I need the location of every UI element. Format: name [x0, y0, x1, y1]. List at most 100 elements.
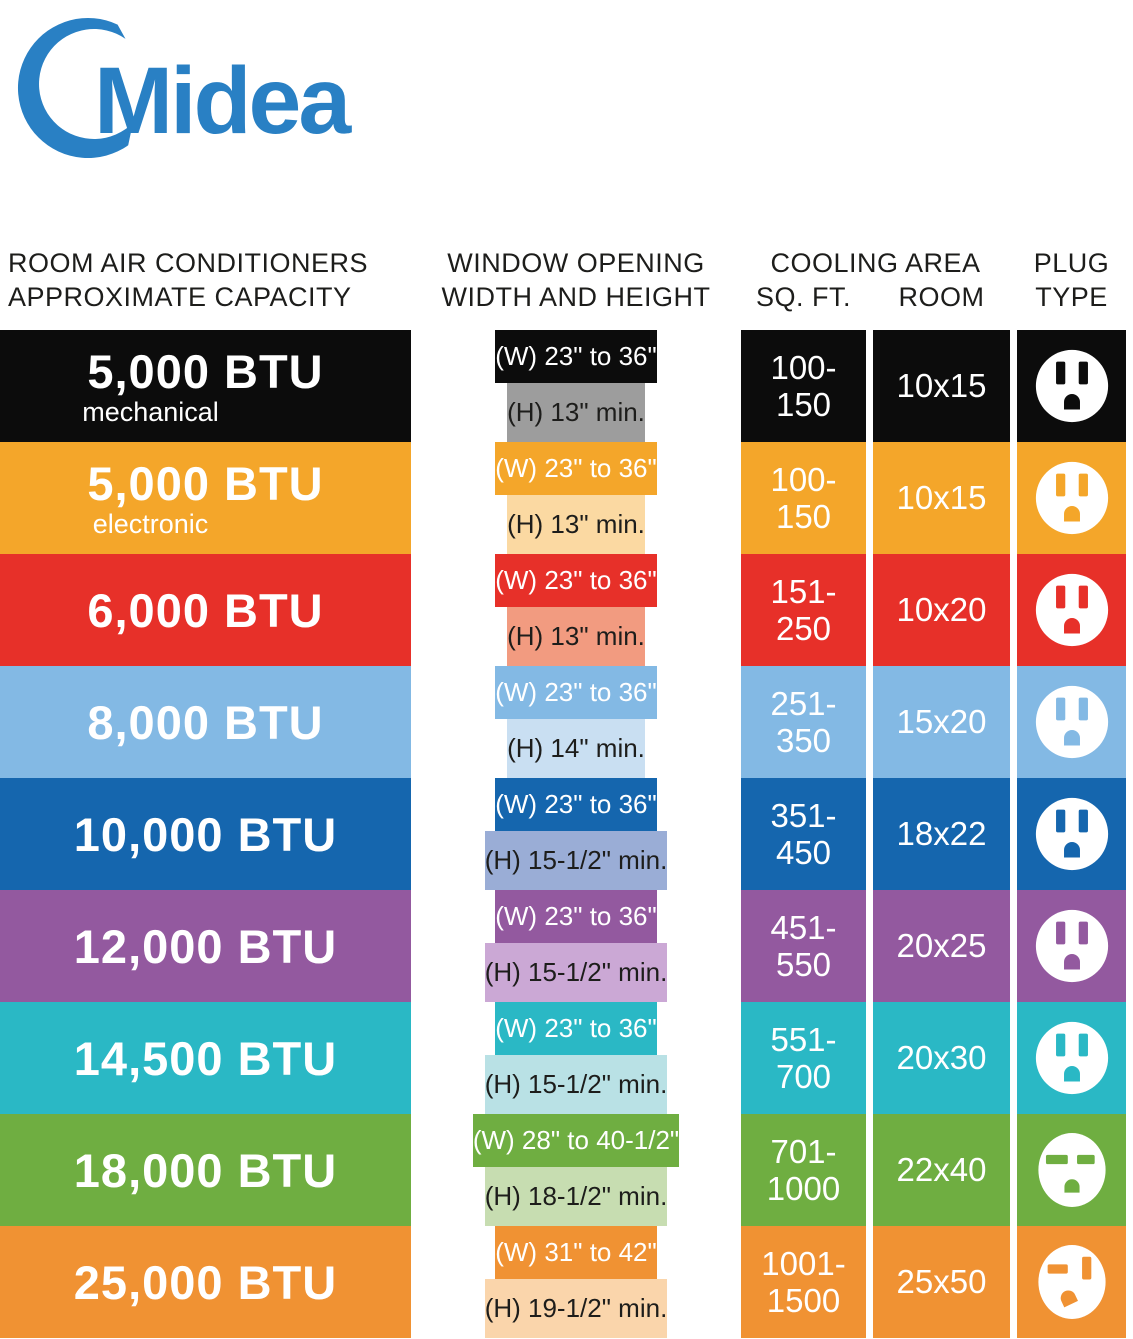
plug-cell [1017, 890, 1126, 1002]
sqft-range-from: 1001- [761, 1245, 846, 1282]
sqft-cell: 1001- 1500 [741, 1226, 866, 1338]
header-room: ROOM [898, 282, 985, 312]
window-height: (H) 15-1/2" min. [484, 1055, 668, 1114]
standard-outlet-icon [1035, 909, 1108, 983]
window-opening-cell: (W) 23" to 36" (H) 15-1/2" min. [418, 1002, 734, 1114]
window-opening-cell: (W) 23" to 36" (H) 15-1/2" min. [418, 890, 734, 1002]
btu-label: 8,000 BTU [87, 695, 324, 749]
sqft-cell: 351- 450 [741, 778, 866, 890]
btu-label: 25,000 BTU [73, 1255, 338, 1309]
window-opening-cell: (W) 23" to 36" (H) 13" min. [418, 442, 734, 554]
window-width: (W) 23" to 36" [495, 330, 657, 383]
standard-outlet-icon [1035, 573, 1108, 647]
sqft-cell: 551- 700 [741, 1002, 866, 1114]
sqft-range-from: 451- [770, 909, 837, 946]
sqft-cell: 100- 150 [741, 442, 866, 554]
room-size-cell: 20x25 [873, 890, 1010, 1002]
sqft-cell: 100- 150 [741, 330, 866, 442]
room-size-cell: 20x30 [873, 1002, 1010, 1114]
window-height: (H) 14" min. [507, 719, 645, 778]
header-plug-line1: PLUG [1033, 248, 1110, 278]
plug-cell [1017, 666, 1126, 778]
window-width: (W) 23" to 36" [495, 442, 657, 495]
window-width: (W) 23" to 36" [495, 554, 657, 607]
room-size-cell: 15x20 [873, 666, 1010, 778]
plug-cell [1017, 1226, 1126, 1338]
sqft-cell: 251- 350 [741, 666, 866, 778]
plug-cell [1017, 778, 1126, 890]
capacity-cell: 5,000 BTU mechanical [0, 330, 411, 442]
btu-label: 14,500 BTU [73, 1031, 338, 1085]
room-size-cell: 10x20 [873, 554, 1010, 666]
window-width: (W) 23" to 36" [495, 890, 657, 943]
capacity-cell: 14,500 BTU [0, 1002, 411, 1114]
table-row: 5,000 BTU mechanical (W) 23" to 36" (H) … [0, 330, 1126, 442]
window-width: (W) 23" to 36" [495, 666, 657, 719]
btu-subtitle: electronic [92, 509, 209, 539]
table-row: 14,500 BTU (W) 23" to 36" (H) 15-1/2" mi… [0, 1002, 1126, 1114]
window-width: (W) 23" to 36" [495, 1002, 657, 1055]
header-cooling-area-title: COOLING AREA [770, 248, 981, 278]
sqft-range-from: 551- [770, 1021, 837, 1058]
header-sqft: SQ. FT. [755, 282, 851, 312]
capacity-cell: 18,000 BTU [0, 1114, 411, 1226]
room-size-cell: 10x15 [873, 442, 1010, 554]
sqft-cell: 151- 250 [741, 554, 866, 666]
capacity-cell: 12,000 BTU [0, 890, 411, 1002]
standard-outlet-icon [1035, 1021, 1108, 1095]
standard-outlet-icon [1035, 349, 1108, 423]
window-opening-cell: (W) 23" to 36" (H) 14" min. [418, 666, 734, 778]
window-width: (W) 28" to 40-1/2" [472, 1114, 680, 1167]
header-cooling-area: COOLING AREA SQ. FT. ROOM [741, 246, 1010, 314]
sqft-range-to: 700 [775, 1058, 832, 1095]
header-window: WINDOW OPENING WIDTH AND HEIGHT [418, 246, 734, 314]
table-row: 12,000 BTU (W) 23" to 36" (H) 15-1/2" mi… [0, 890, 1126, 1002]
table-row: 10,000 BTU (W) 23" to 36" (H) 15-1/2" mi… [0, 778, 1126, 890]
sqft-range-to: 150 [775, 498, 832, 535]
standard-outlet-icon [1035, 685, 1108, 759]
capacity-cell: 25,000 BTU [0, 1226, 411, 1338]
header-capacity-line1: ROOM AIR CONDITIONERS [8, 248, 369, 278]
header-plug: PLUG TYPE [1017, 246, 1126, 314]
plug-cell [1017, 1114, 1126, 1226]
sqft-range-to: 150 [775, 386, 832, 423]
sqft-range-from: 251- [770, 685, 837, 722]
header-window-line2: WIDTH AND HEIGHT [441, 282, 711, 312]
window-height: (H) 13" min. [507, 495, 645, 554]
standard-outlet-icon [1035, 461, 1108, 535]
capacity-table: 5,000 BTU mechanical (W) 23" to 36" (H) … [0, 330, 1126, 1338]
sqft-range-from: 151- [770, 573, 837, 610]
btu-label: 18,000 BTU [73, 1143, 338, 1197]
window-height: (H) 19-1/2" min. [484, 1279, 668, 1338]
table-row: 25,000 BTU (W) 31" to 42" (H) 19-1/2" mi… [0, 1226, 1126, 1338]
sqft-range-to: 1000 [766, 1170, 841, 1207]
standard-outlet-icon [1035, 797, 1108, 871]
window-opening-cell: (W) 23" to 36" (H) 13" min. [418, 554, 734, 666]
room-size-cell: 18x22 [873, 778, 1010, 890]
window-height: (H) 15-1/2" min. [484, 943, 668, 1002]
window-width: (W) 31" to 42" [495, 1226, 657, 1279]
sqft-range-to: 350 [775, 722, 832, 759]
table-row: 6,000 BTU (W) 23" to 36" (H) 13" min. 15… [0, 554, 1126, 666]
tandem-slot-outlet-icon [1037, 1245, 1106, 1319]
capacity-cell: 8,000 BTU [0, 666, 411, 778]
header-window-line1: WINDOW OPENING [447, 248, 705, 278]
window-height: (H) 13" min. [507, 607, 645, 666]
table-row: 5,000 BTU electronic (W) 23" to 36" (H) … [0, 442, 1126, 554]
btu-label: 12,000 BTU [73, 919, 338, 973]
window-opening-cell: (W) 28" to 40-1/2" (H) 18-1/2" min. [418, 1114, 734, 1226]
sqft-range-from: 701- [770, 1133, 837, 1170]
sqft-cell: 451- 550 [741, 890, 866, 1002]
btu-label: 10,000 BTU [73, 807, 338, 861]
midea-logo-icon: Midea [17, 18, 355, 159]
horizontal-slot-outlet-icon [1037, 1133, 1106, 1207]
btu-label: 6,000 BTU [87, 583, 324, 637]
sqft-range-to: 450 [775, 834, 832, 871]
sqft-cell: 701- 1000 [741, 1114, 866, 1226]
sqft-range-from: 100- [770, 461, 837, 498]
header-capacity: ROOM AIR CONDITIONERS APPROXIMATE CAPACI… [0, 246, 411, 314]
btu-subtitle: mechanical [82, 397, 219, 427]
plug-cell [1017, 442, 1126, 554]
window-opening-cell: (W) 23" to 36" (H) 13" min. [418, 330, 734, 442]
sqft-range-to: 250 [775, 610, 832, 647]
